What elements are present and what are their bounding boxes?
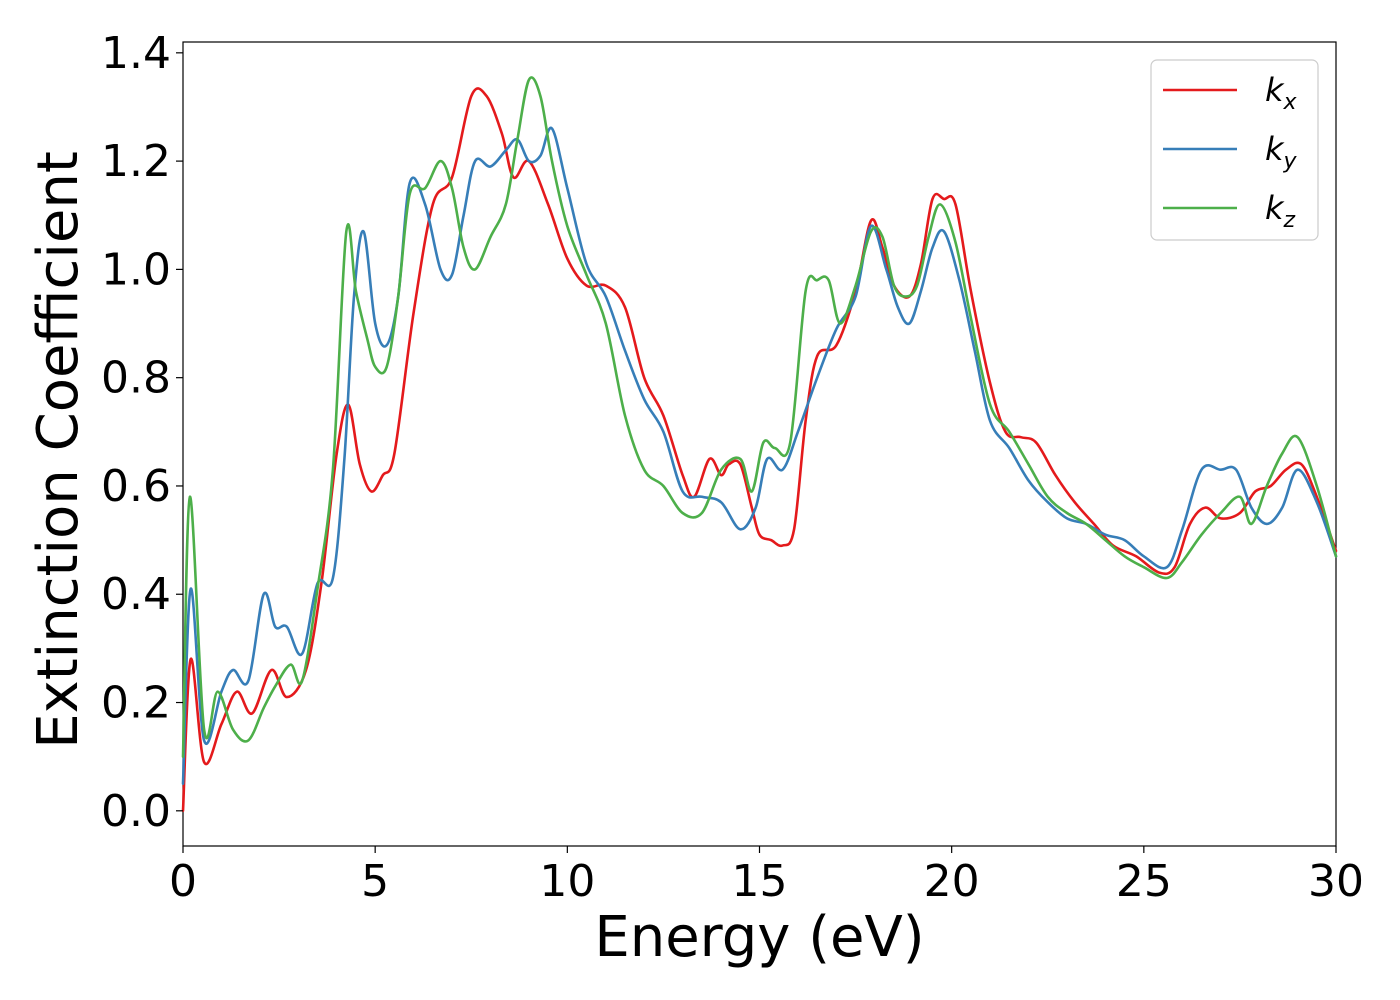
y-tick-label: 1.2: [101, 136, 171, 187]
y-tick-label: 0.2: [101, 678, 171, 729]
y-axis: 0.0 0.2 0.4 0.6 0.8 1.0 1.2 1.4: [101, 28, 183, 837]
y-tick-label: 0.8: [101, 353, 171, 404]
x-tick-label: 25: [1116, 856, 1172, 907]
x-axis-label: Energy (eV): [594, 905, 924, 970]
legend-label-kx: kx: [1265, 71, 1298, 115]
x-tick-label: 0: [169, 856, 197, 907]
y-tick-label: 1.4: [101, 28, 171, 79]
legend: kx ky kz: [1150, 59, 1319, 241]
y-tick-label: 0.4: [101, 569, 171, 620]
legend-label-kz: kz: [1265, 189, 1296, 233]
y-tick-label: 1.0: [101, 244, 171, 295]
y-axis-label: Extinction Coefficient: [26, 151, 91, 749]
y-tick-label: 0.0: [101, 786, 171, 837]
series-layer: [181, 76, 1338, 813]
x-axis: 0 5 10 15 20 25 30: [169, 846, 1364, 907]
y-tick-label: 0.6: [101, 461, 171, 512]
x-tick-label: 30: [1308, 856, 1364, 907]
x-tick-label: 10: [539, 856, 595, 907]
x-tick-label: 15: [732, 856, 788, 907]
series-line-kz: [181, 76, 1338, 758]
x-tick-label: 20: [924, 856, 980, 907]
series-line-ky: [181, 126, 1338, 785]
x-tick-label: 5: [361, 856, 389, 907]
legend-label-ky: ky: [1265, 130, 1298, 174]
